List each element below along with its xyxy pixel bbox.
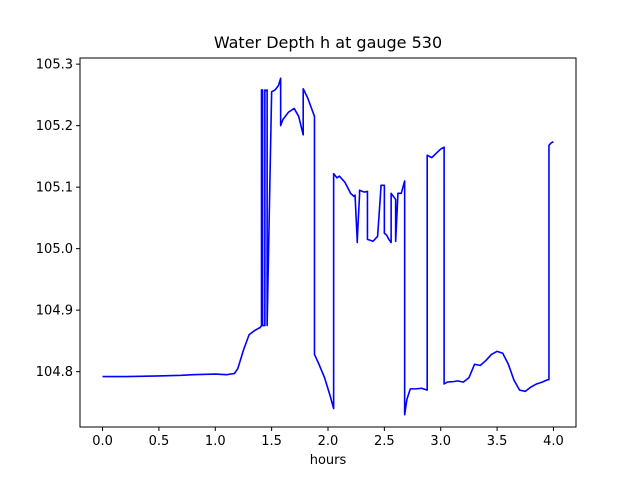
x-tick-label: 2.5 xyxy=(374,434,395,449)
x-axis-label: hours xyxy=(309,453,347,468)
x-tick-label: 2.0 xyxy=(318,434,339,449)
x-tick-label: 3.5 xyxy=(487,434,508,449)
y-tick-label: 105.1 xyxy=(36,181,73,196)
axes-frame xyxy=(79,57,577,428)
y-tick-label: 104.8 xyxy=(36,365,73,380)
x-tick-label: 3.0 xyxy=(430,434,451,449)
x-tick-label: 1.5 xyxy=(261,434,282,449)
y-tick-label: 105.3 xyxy=(36,58,73,73)
x-tick-label: 1.0 xyxy=(205,434,226,449)
series-line-0 xyxy=(102,77,554,416)
x-tick-label: 0.5 xyxy=(149,434,170,449)
x-tick-label: 0.0 xyxy=(92,434,113,449)
chart-title: Water Depth h at gauge 530 xyxy=(213,33,443,52)
y-tick-label: 104.9 xyxy=(36,304,73,319)
y-tick-label: 105.2 xyxy=(36,119,73,134)
y-tick-label: 105.0 xyxy=(36,242,73,257)
x-tick-label: 4.0 xyxy=(543,434,564,449)
